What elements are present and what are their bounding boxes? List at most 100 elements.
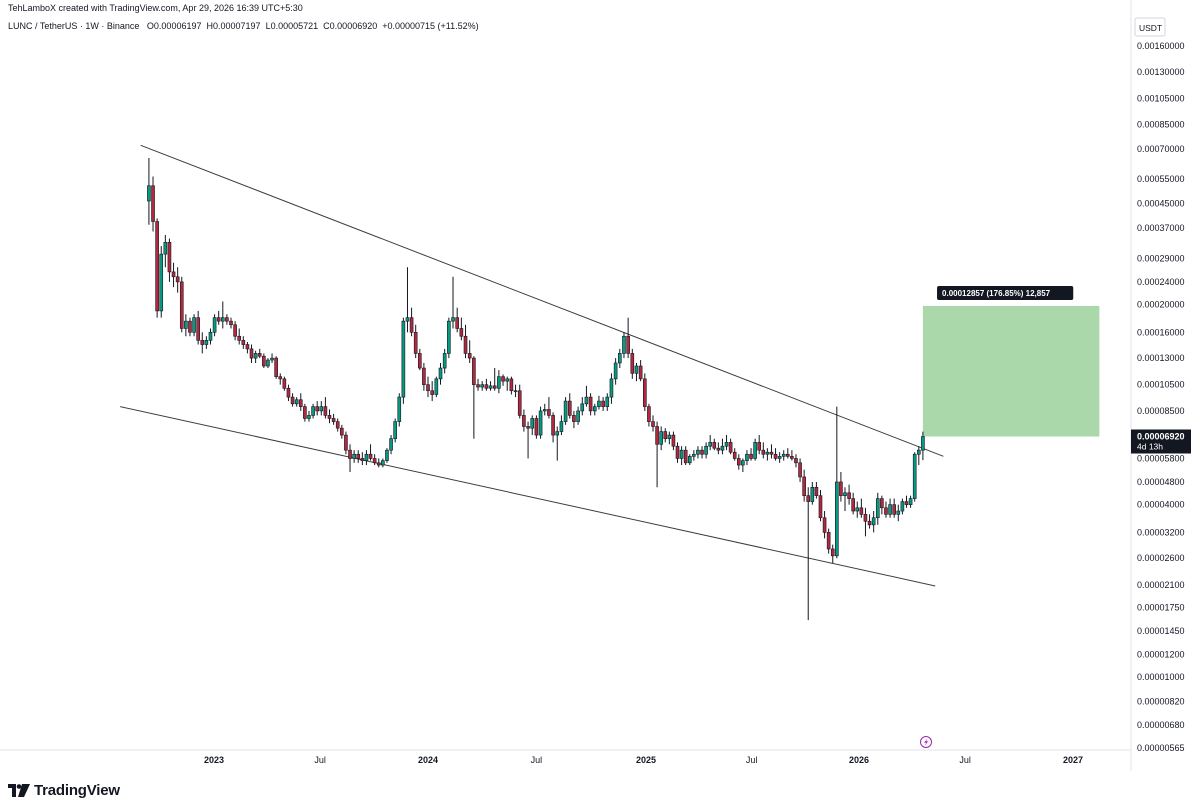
candle-body-down <box>786 453 790 457</box>
candle <box>385 448 389 463</box>
candle <box>667 431 672 445</box>
price-tick-label: 0.00002100 <box>1137 580 1185 590</box>
candle-body-up <box>381 460 385 466</box>
candle-body-up <box>447 320 451 354</box>
price-chart[interactable]: USDT 0.00160000 0.00130000 0.00105000 0.0008… <box>0 0 1200 771</box>
symbol-name[interactable]: LUNC / TetherUS · 1W · Binance <box>8 21 140 31</box>
price-tick-label: 0.00001450 <box>1137 626 1185 636</box>
candle <box>476 378 480 391</box>
price-tick-label: 0.00001750 <box>1137 602 1185 612</box>
candle-body-up <box>724 442 729 447</box>
candle-body-down <box>863 514 868 522</box>
candle-body-down <box>773 453 778 459</box>
candle-body-up <box>208 331 213 341</box>
candle-body-up <box>451 317 455 322</box>
candle <box>580 397 585 416</box>
candle-body-down <box>826 532 831 550</box>
candle <box>229 317 233 329</box>
candle <box>921 431 925 461</box>
candle <box>736 454 741 470</box>
candle <box>492 368 497 391</box>
candle-body-up <box>871 517 876 526</box>
candle <box>501 374 505 386</box>
candle-body-down <box>671 434 676 447</box>
symbol-ohlc-bar[interactable]: LUNC / TetherUS · 1W · Binance O0.000061… <box>8 21 479 31</box>
candle <box>472 356 476 439</box>
candle <box>863 507 868 537</box>
candle-body-down <box>200 340 205 345</box>
candle-body-down <box>472 357 476 385</box>
candle <box>488 381 493 391</box>
candle-body-down <box>175 276 180 283</box>
candle <box>790 450 794 461</box>
candle <box>542 403 547 416</box>
candle-body-up <box>896 510 901 515</box>
candle-body-down <box>626 335 630 354</box>
candle-body-down <box>188 320 192 333</box>
candle <box>761 442 766 459</box>
candle-body-down <box>663 431 668 439</box>
candle-body-down <box>315 406 319 412</box>
tradingview-logo[interactable]: TradingView <box>8 782 120 799</box>
candle-body-down <box>712 442 717 449</box>
candle-body-down <box>647 406 651 422</box>
candle <box>159 246 164 318</box>
low-label: L <box>265 21 271 31</box>
candle <box>720 438 725 455</box>
price-tick-label: 0.00003200 <box>1137 527 1185 537</box>
price-tick-label: 0.00008500 <box>1137 406 1185 416</box>
candle-body-up <box>438 367 443 380</box>
candle-body-down <box>790 456 794 459</box>
candle-body-down <box>732 451 737 459</box>
candle <box>526 421 530 459</box>
measure-label: 0.00012857 (176.85%) 12,857 <box>942 289 1051 298</box>
candle-body-down <box>749 453 753 459</box>
candle-body-down <box>476 384 480 388</box>
candle-body-down <box>356 453 361 459</box>
chart-credit-line: TehLamboX created with TradingView.com, … <box>8 3 303 13</box>
candle-body-up <box>917 449 921 455</box>
candle-body-up <box>563 400 568 422</box>
candle <box>372 454 377 466</box>
candle <box>188 317 192 337</box>
candle-body-up <box>753 442 757 459</box>
candle-body-down <box>459 328 464 337</box>
candle <box>286 384 291 402</box>
price-tick-label: 0.00013000 <box>1137 353 1185 363</box>
candle-body-up <box>597 400 601 407</box>
candle-body-down <box>601 400 605 407</box>
candle-body-up <box>634 365 639 374</box>
candle-body-down <box>245 344 250 350</box>
candle <box>847 484 851 505</box>
candle <box>344 431 348 455</box>
candle-body-down <box>225 317 229 322</box>
candle <box>438 362 443 385</box>
candle <box>851 492 855 515</box>
candle-body-up <box>497 376 501 389</box>
candle <box>634 362 639 382</box>
lightning-icon-bolt <box>924 738 929 746</box>
currency-box <box>1134 17 1166 37</box>
candle-body-down <box>534 418 539 436</box>
candle-body-down <box>467 353 472 359</box>
candle <box>609 373 614 404</box>
candle <box>643 373 647 411</box>
price-tick-label: 0.00085000 <box>1137 120 1185 130</box>
candle-body-down <box>588 396 593 412</box>
change-value: +0.00000715 (+11.52%) <box>382 21 479 31</box>
candle <box>352 450 356 463</box>
candle-body-up <box>580 403 585 412</box>
candle-body-down <box>630 353 635 374</box>
candle-body-down <box>422 367 426 385</box>
candle-body-up <box>704 445 708 455</box>
trendline-descending-resistance <box>140 144 944 457</box>
candle-body-down <box>348 449 352 459</box>
candle-body-up <box>393 421 397 439</box>
candle-body-down <box>409 317 414 333</box>
candle-body-down <box>847 492 851 499</box>
candle <box>270 353 274 363</box>
lightning-icon[interactable] <box>920 736 932 748</box>
candle <box>307 410 311 422</box>
price-tick-label: 0.00105000 <box>1137 93 1185 103</box>
candle-body-down <box>298 399 303 407</box>
